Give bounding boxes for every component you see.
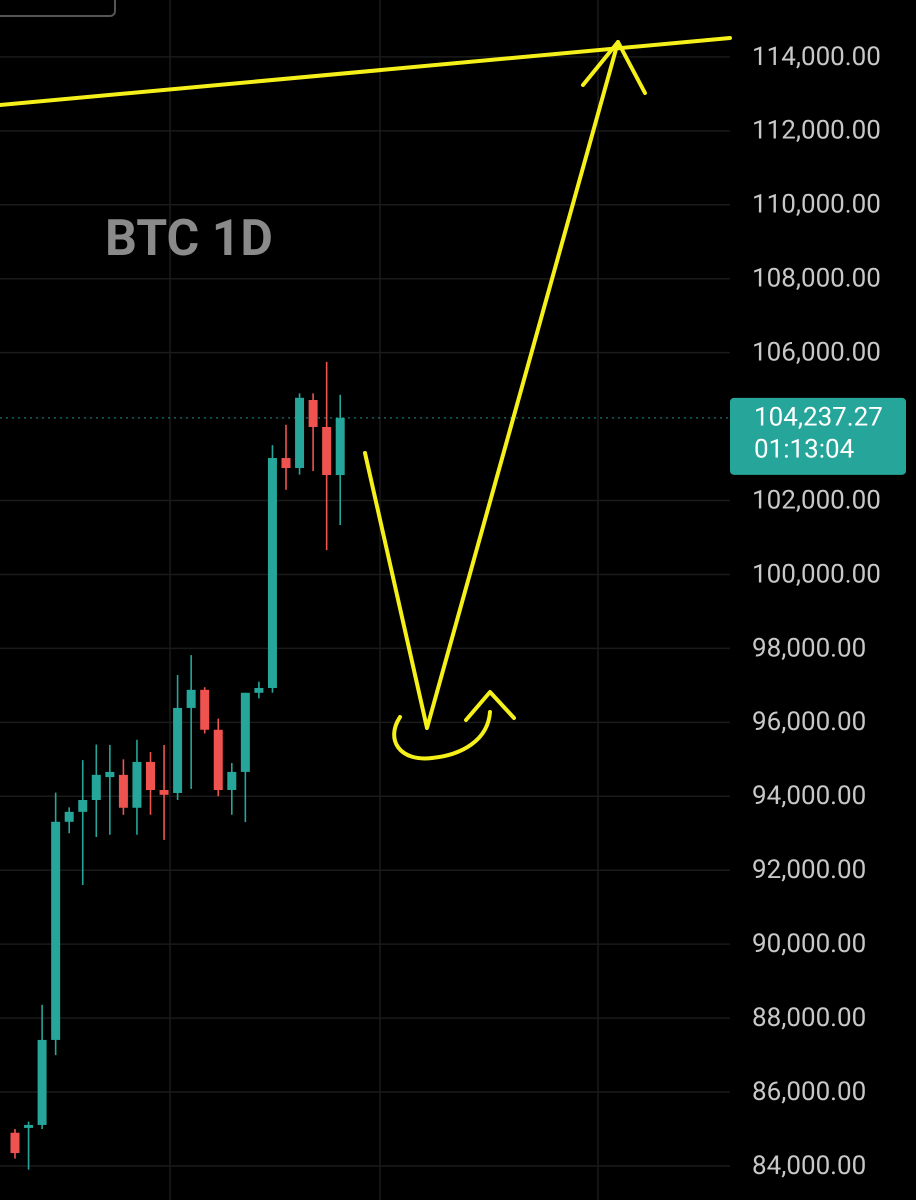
toolbar-button[interactable]: [0, 0, 116, 17]
last-price-box: [730, 397, 906, 475]
y-tick-label: 84,000.00: [752, 1151, 866, 1181]
candle-body: [118, 774, 128, 808]
y-tick-label: 102,000.00: [752, 485, 881, 515]
arrow-head: [581, 40, 647, 95]
candle-body: [91, 774, 101, 800]
trend-line: [0, 36, 732, 107]
candle-body: [173, 707, 183, 793]
candle-body: [335, 417, 345, 476]
y-tick-label: 96,000.00: [752, 707, 866, 737]
y-tick-label: 108,000.00: [752, 264, 881, 294]
curve-arrow-head: [464, 690, 516, 722]
curve-arrow: [392, 710, 492, 761]
candle-body: [281, 458, 291, 469]
candle-body: [308, 400, 318, 427]
countdown-label: 01:13:04: [754, 435, 855, 465]
candle-body: [200, 689, 210, 730]
candle-body: [51, 821, 61, 1040]
candle-body: [267, 458, 277, 688]
y-tick-label: 112,000.00: [752, 116, 881, 146]
last-price-label: 104,237.27: [754, 403, 883, 433]
candle-body: [10, 1132, 20, 1154]
candle-body: [295, 397, 305, 469]
y-tick-label: 92,000.00: [752, 855, 866, 885]
candle-body: [322, 426, 332, 476]
candle-body: [254, 687, 264, 693]
y-tick-label: 110,000.00: [752, 190, 881, 220]
candle-body: [24, 1124, 34, 1128]
candle-body: [78, 800, 88, 812]
candle-body: [213, 729, 223, 791]
candle-body: [240, 692, 250, 772]
candle-body: [105, 771, 115, 778]
y-tick-label: 90,000.00: [752, 929, 866, 959]
y-tick-label: 114,000.00: [752, 42, 881, 72]
annotations: [0, 36, 732, 761]
y-tick-label: 94,000.00: [752, 781, 866, 811]
path-arrow: [363, 40, 620, 730]
chart-title: BTC 1D: [105, 210, 273, 268]
y-tick-label: 106,000.00: [752, 338, 881, 368]
y-tick-label: 98,000.00: [752, 633, 866, 663]
candle-body: [132, 761, 142, 808]
candle-body: [227, 771, 237, 791]
grid: [0, 0, 730, 1200]
candle-body: [159, 790, 169, 795]
candle-body: [64, 811, 74, 822]
candle-body: [186, 689, 196, 708]
y-tick-label: 88,000.00: [752, 1003, 866, 1033]
candles: [10, 361, 345, 1170]
price-axis: 84,000.00 86,000.00 88,000.00 90,000.00 92,0…: [730, 42, 906, 1181]
candle-body: [146, 761, 155, 791]
y-tick-label: 86,000.00: [752, 1077, 866, 1107]
y-tick-label: 100,000.00: [752, 559, 881, 589]
candle-body: [37, 1039, 47, 1125]
